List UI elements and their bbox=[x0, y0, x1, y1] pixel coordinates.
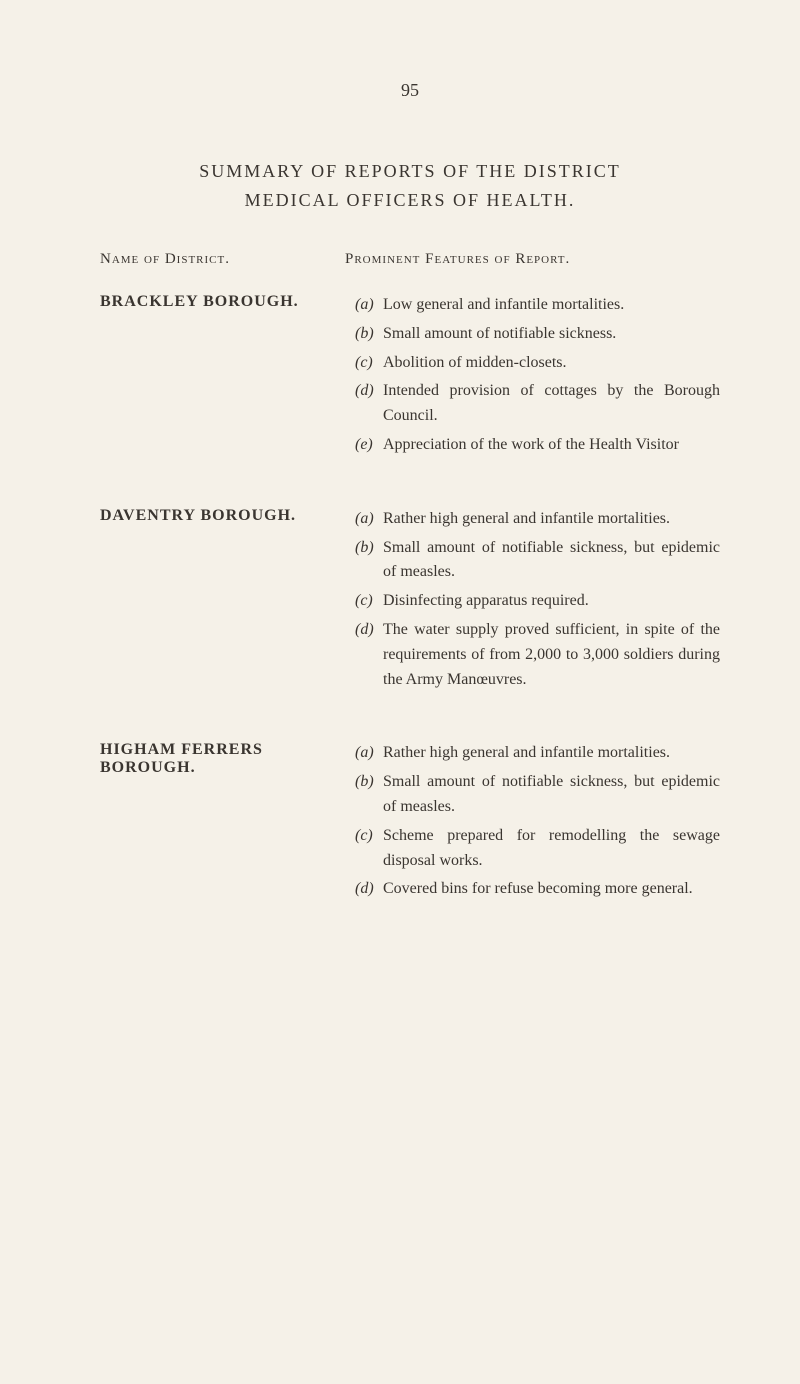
feature-item: (a) Rather high general and infantile mo… bbox=[355, 741, 720, 766]
feature-item: (d) The water supply proved sufficient, … bbox=[355, 618, 720, 692]
page-number: 95 bbox=[100, 80, 720, 101]
feature-label: (a) bbox=[355, 293, 383, 318]
section-daventry: DAVENTRY BOROUGH. (a) Rather high genera… bbox=[100, 507, 720, 697]
district-name: BRACKLEY BOROUGH. bbox=[100, 293, 355, 462]
feature-text: Small amount of notifiable sickness, but… bbox=[383, 536, 720, 586]
feature-label: (c) bbox=[355, 351, 383, 376]
feature-label: (b) bbox=[355, 770, 383, 820]
feature-item: (c) Abolition of midden-closets. bbox=[355, 351, 720, 376]
main-title-line1: SUMMARY OF REPORTS OF THE DISTRICT bbox=[100, 161, 720, 182]
district-name: DAVENTRY BOROUGH. bbox=[100, 507, 355, 697]
column-headers: Name of District. Prominent Features of … bbox=[100, 251, 720, 268]
feature-label: (a) bbox=[355, 741, 383, 766]
feature-item: (e) Appreciation of the work of the Heal… bbox=[355, 433, 720, 458]
feature-label: (d) bbox=[355, 379, 383, 429]
features-list: (a) Low general and infantile mortalitie… bbox=[355, 293, 720, 462]
feature-item: (b) Small amount of notifiable sickness. bbox=[355, 322, 720, 347]
feature-label: (a) bbox=[355, 507, 383, 532]
features-list: (a) Rather high general and infantile mo… bbox=[355, 507, 720, 697]
header-district: Name of District. bbox=[100, 251, 345, 268]
feature-item: (d) Intended provision of cottages by th… bbox=[355, 379, 720, 429]
district-name: HIGHAM FERRERS BOROUGH. bbox=[100, 741, 355, 906]
section-brackley: BRACKLEY BOROUGH. (a) Low general and in… bbox=[100, 293, 720, 462]
feature-text: The water supply proved sufficient, in s… bbox=[383, 618, 720, 692]
feature-item: (a) Low general and infantile mortalitie… bbox=[355, 293, 720, 318]
feature-text: Appreciation of the work of the Health V… bbox=[383, 433, 720, 458]
feature-text: Scheme prepared for remodelling the sewa… bbox=[383, 824, 720, 874]
header-features: Prominent Features of Report. bbox=[345, 251, 720, 268]
feature-text: Abolition of midden-closets. bbox=[383, 351, 720, 376]
feature-label: (b) bbox=[355, 536, 383, 586]
feature-text: Small amount of notifiable sickness. bbox=[383, 322, 720, 347]
feature-text: Rather high general and infantile mortal… bbox=[383, 507, 720, 532]
feature-item: (a) Rather high general and infantile mo… bbox=[355, 507, 720, 532]
feature-item: (c) Disinfecting apparatus required. bbox=[355, 589, 720, 614]
feature-text: Covered bins for refuse becoming more ge… bbox=[383, 877, 720, 902]
document-page: 95 SUMMARY OF REPORTS OF THE DISTRICT ME… bbox=[0, 0, 800, 1011]
feature-label: (c) bbox=[355, 824, 383, 874]
feature-label: (d) bbox=[355, 877, 383, 902]
main-title-line2: MEDICAL OFFICERS OF HEALTH. bbox=[100, 190, 720, 211]
feature-label: (d) bbox=[355, 618, 383, 692]
feature-text: Low general and infantile mortalities. bbox=[383, 293, 720, 318]
feature-text: Intended provision of cottages by the Bo… bbox=[383, 379, 720, 429]
feature-label: (e) bbox=[355, 433, 383, 458]
feature-text: Disinfecting apparatus required. bbox=[383, 589, 720, 614]
feature-item: (c) Scheme prepared for remodelling the … bbox=[355, 824, 720, 874]
feature-item: (b) Small amount of notifiable sickness,… bbox=[355, 536, 720, 586]
feature-text: Rather high general and infantile mortal… bbox=[383, 741, 720, 766]
section-higham-ferrers: HIGHAM FERRERS BOROUGH. (a) Rather high … bbox=[100, 741, 720, 906]
feature-label: (c) bbox=[355, 589, 383, 614]
features-list: (a) Rather high general and infantile mo… bbox=[355, 741, 720, 906]
feature-label: (b) bbox=[355, 322, 383, 347]
feature-item: (d) Covered bins for refuse becoming mor… bbox=[355, 877, 720, 902]
feature-text: Small amount of notifiable sickness, but… bbox=[383, 770, 720, 820]
feature-item: (b) Small amount of notifiable sickness,… bbox=[355, 770, 720, 820]
